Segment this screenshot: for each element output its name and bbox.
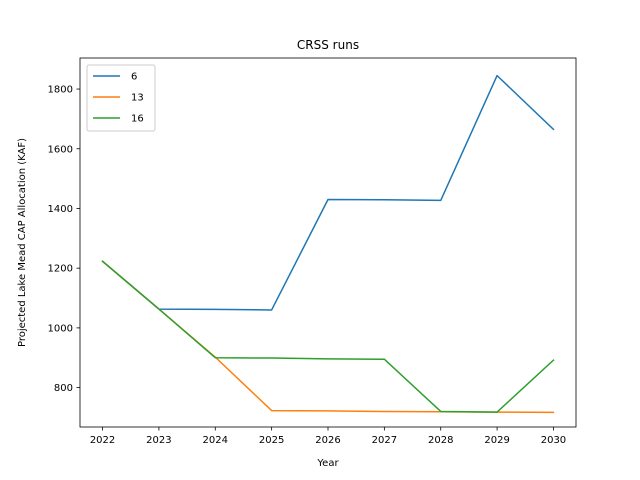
y-tick-label: 1200 bbox=[48, 264, 73, 275]
legend-label-6: 6 bbox=[131, 72, 137, 83]
y-tick-label: 1400 bbox=[48, 204, 73, 215]
x-axis: 2022 2023 2024 2025 2026 2027 2028 2029 2030 bbox=[90, 427, 566, 446]
x-tick-label: 2026 bbox=[315, 435, 340, 446]
x-tick-label: 2029 bbox=[484, 435, 509, 446]
legend-label-13: 13 bbox=[131, 93, 144, 104]
x-tick-label: 2023 bbox=[146, 435, 171, 446]
y-tick-label: 1800 bbox=[48, 85, 73, 96]
legend-label-16: 16 bbox=[131, 114, 144, 125]
y-tick-label: 1600 bbox=[48, 144, 73, 155]
chart-title: CRSS runs bbox=[297, 38, 359, 52]
series-line-6 bbox=[101, 74, 555, 311]
legend: 6 13 16 bbox=[86, 64, 156, 132]
x-tick-label: 2022 bbox=[90, 435, 115, 446]
x-tick-label: 2027 bbox=[372, 435, 397, 446]
x-tick-label: 2030 bbox=[541, 435, 566, 446]
series-line-16 bbox=[101, 260, 555, 413]
legend-box bbox=[86, 64, 156, 132]
series-layer bbox=[101, 74, 555, 414]
x-tick-label: 2025 bbox=[259, 435, 284, 446]
y-axis-title: Projected Lake Mead CAP Allocation (KAF) bbox=[17, 138, 28, 347]
y-axis: 800 1000 1200 1400 1600 1800 bbox=[48, 85, 80, 394]
x-tick-label: 2028 bbox=[428, 435, 453, 446]
x-tick-label: 2024 bbox=[203, 435, 228, 446]
y-tick-label: 1000 bbox=[48, 323, 73, 334]
y-tick-label: 800 bbox=[54, 383, 73, 394]
x-axis-title: Year bbox=[316, 458, 339, 469]
plot-area bbox=[79, 57, 577, 428]
